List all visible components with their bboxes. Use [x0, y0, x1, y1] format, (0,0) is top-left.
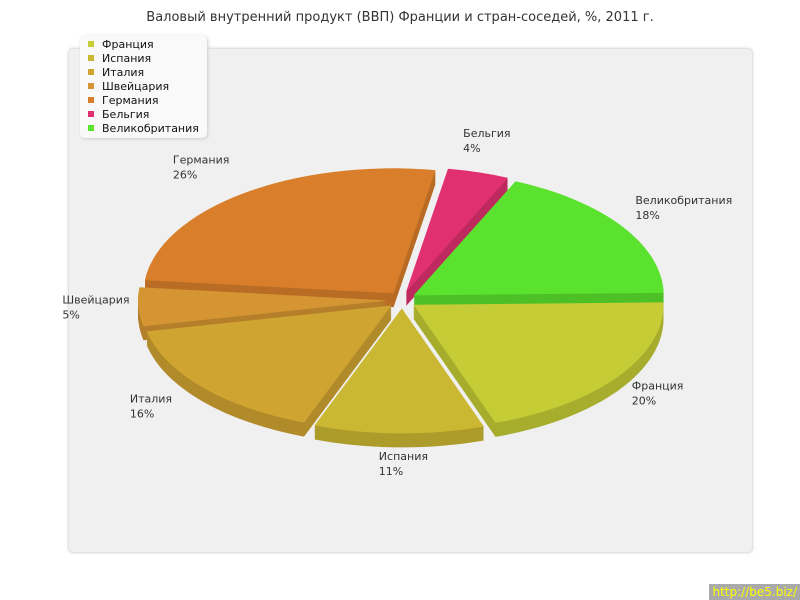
legend-label: Бельгия [102, 107, 150, 121]
pie-slice-top[interactable] [146, 305, 392, 423]
legend-swatch [88, 97, 94, 103]
legend: Франция Испания Италия Швейцария Германия Бел… [80, 35, 207, 138]
data-label-value: 20% [632, 394, 656, 407]
pie-slice-5[interactable] [406, 168, 508, 306]
legend-label: Испания [102, 51, 152, 65]
legend-item[interactable]: Германия [80, 93, 207, 107]
legend-swatch [88, 125, 94, 131]
pie-slice-0[interactable] [413, 302, 664, 437]
data-label-name: Бельгия [463, 127, 510, 140]
pie-slice-6[interactable] [413, 181, 664, 310]
data-label-value: 4% [463, 142, 480, 155]
pie-slice-top[interactable] [413, 181, 664, 296]
pie-slice-top[interactable] [413, 302, 664, 423]
legend-item[interactable]: Бельгия [80, 107, 207, 121]
pie-slice-top[interactable] [144, 168, 436, 294]
credit-link[interactable]: http://be5.biz/ [709, 584, 800, 600]
chart-title: Валовый внутренний продукт (ВВП) Франции… [146, 10, 654, 25]
data-label-value: 26% [173, 168, 197, 181]
pie-slice-top[interactable] [406, 168, 508, 292]
legend-label: Италия [102, 65, 145, 79]
data-label-name: Италия [130, 393, 172, 406]
legend-item[interactable]: Швейцария [80, 79, 207, 93]
data-label-value: 11% [379, 465, 403, 478]
data-label-value: 16% [130, 408, 154, 421]
legend-label: Франция [102, 37, 154, 51]
legend-item[interactable]: Великобритания [80, 121, 207, 135]
legend-label: Германия [102, 93, 159, 107]
data-label-name: Швейцария [62, 293, 129, 306]
pie-slice-4[interactable] [144, 168, 436, 308]
data-label-value: 18% [635, 209, 659, 222]
legend-item[interactable]: Испания [80, 51, 207, 65]
data-label-name: Германия [173, 153, 229, 166]
data-label-name: Великобритания [635, 194, 732, 207]
pie-slice-top[interactable] [138, 287, 389, 327]
legend-swatch [88, 55, 94, 61]
legend-swatch [88, 111, 94, 117]
data-label-value: 5% [62, 308, 79, 321]
pie-slice-2[interactable] [146, 305, 392, 437]
legend-item[interactable]: Франция [80, 37, 207, 51]
data-label-name: Испания [379, 450, 428, 463]
legend-swatch [88, 41, 94, 47]
legend-label: Великобритания [102, 121, 199, 135]
legend-swatch [88, 83, 94, 89]
pie-slice-1[interactable] [314, 308, 484, 448]
legend-label: Швейцария [102, 79, 170, 93]
legend-swatch [88, 69, 94, 75]
legend-item[interactable]: Италия [80, 65, 207, 79]
pie-slice-top[interactable] [314, 308, 484, 434]
data-label-name: Франция [632, 379, 684, 392]
